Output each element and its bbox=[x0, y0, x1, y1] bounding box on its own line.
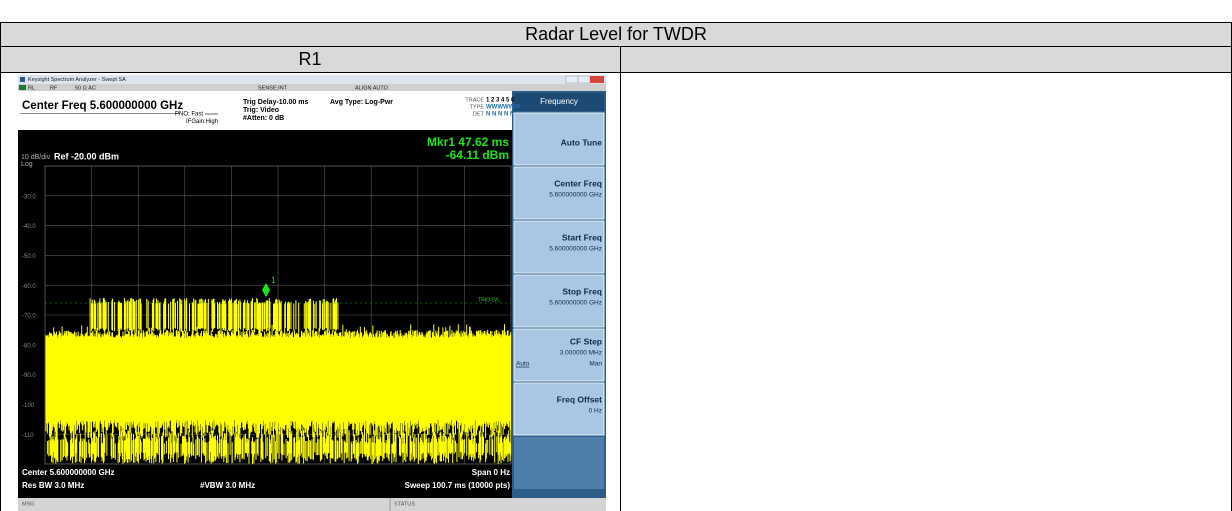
softkey-label: CF Step bbox=[570, 336, 602, 346]
softkey-label: Stop Freq bbox=[562, 286, 602, 296]
lxi-icon bbox=[19, 85, 26, 90]
softkey-value: 5.600000000 GHz bbox=[549, 300, 602, 307]
marker-readout: -64.11 dBm bbox=[446, 148, 509, 162]
trace-row-value: WWWWWW bbox=[486, 105, 520, 111]
pno: PNO: Fast bbox=[175, 112, 203, 118]
status: STATUS bbox=[394, 501, 415, 507]
softkey-label: Start Freq bbox=[562, 232, 602, 242]
y-label: -60.0 bbox=[22, 284, 36, 290]
trace-row-label: DET bbox=[473, 111, 485, 117]
empty-cell bbox=[620, 72, 1232, 511]
softkey-option: Auto bbox=[516, 361, 530, 368]
footer-span: Span 0 Hz bbox=[472, 468, 510, 477]
status-line bbox=[18, 84, 606, 91]
maximize-button[interactable] bbox=[577, 75, 591, 84]
label-cell bbox=[0, 46, 621, 73]
softkey-header bbox=[514, 93, 604, 111]
trace-row-value: 1 2 3 4 5 6 bbox=[486, 98, 515, 104]
marker bbox=[262, 283, 270, 297]
avg-type: Avg Type: Log-Pwr bbox=[330, 99, 393, 106]
status-item: ALIGN AUTO bbox=[355, 85, 389, 91]
softkey-value: 5.600000000 GHz bbox=[549, 246, 602, 253]
atten: #Atten: 0 dB bbox=[243, 115, 284, 122]
msg: MSG bbox=[22, 501, 35, 507]
window-title: Keysight Spectrum Analyzer - Swept SA bbox=[28, 77, 126, 83]
y-label: -110 bbox=[22, 433, 34, 439]
y-label: -40.0 bbox=[22, 224, 36, 230]
softkey[interactable] bbox=[513, 274, 605, 328]
softkey-label: Auto Tune bbox=[561, 137, 603, 147]
y-label: -90.0 bbox=[22, 373, 36, 379]
separator bbox=[20, 113, 180, 114]
close-button[interactable] bbox=[590, 76, 604, 83]
trig-delay: Trig Delay-10.00 ms bbox=[243, 99, 308, 106]
trig: Trig: Video bbox=[243, 107, 279, 114]
empty-cell bbox=[620, 46, 1232, 73]
ref-level: Ref -20.00 dBm bbox=[54, 151, 119, 161]
message-bar bbox=[18, 498, 606, 511]
softkey[interactable] bbox=[513, 220, 605, 274]
status-item: RL bbox=[28, 85, 35, 91]
footer-sweep: Sweep 100.7 ms (10000 pts) bbox=[405, 481, 511, 490]
softkey[interactable] bbox=[513, 166, 605, 220]
app-icon bbox=[20, 77, 25, 82]
trace-row-label: TYPE bbox=[470, 104, 485, 110]
softkey-title: Frequency bbox=[540, 97, 578, 106]
title-row bbox=[0, 22, 1232, 47]
trace-row-value: N N N N N N bbox=[486, 112, 520, 118]
status-item: SENSE:INT bbox=[258, 85, 288, 91]
y-label: -80.0 bbox=[22, 343, 36, 349]
status-item: RF bbox=[50, 85, 58, 91]
softkey-value: 3.000000 MHz bbox=[560, 350, 602, 357]
trig-level: TRIG LVL bbox=[478, 297, 500, 303]
footer-rbw: Res BW 3.0 MHz bbox=[22, 481, 84, 490]
y-label: -30.0 bbox=[22, 194, 36, 200]
footer-vbw: #VBW 3.0 MHz bbox=[200, 481, 255, 490]
marker-readout: Mkr1 47.62 ms bbox=[427, 135, 509, 149]
softkey-value: 5.600000000 GHz bbox=[549, 192, 602, 199]
trace bbox=[45, 298, 512, 464]
y-label: -70.0 bbox=[22, 314, 36, 320]
softkey[interactable] bbox=[513, 112, 605, 166]
window-title-bar bbox=[18, 75, 606, 84]
marker-label: 1 bbox=[271, 276, 276, 285]
softkey-label: Center Freq bbox=[554, 178, 602, 188]
softkey-value: 0 Hz bbox=[589, 408, 602, 415]
row-label: R1 bbox=[298, 49, 321, 69]
settings-panel bbox=[18, 91, 512, 130]
scale: 10 dB/div bbox=[21, 154, 51, 161]
trace-row-label: TRACE bbox=[465, 97, 484, 103]
y-label: -100 bbox=[22, 403, 35, 409]
footer-center: Center 5.600000000 GHz bbox=[22, 468, 115, 477]
y-label: -50.0 bbox=[22, 254, 36, 260]
softkey-label: Freq Offset bbox=[557, 394, 603, 404]
table-title: Radar Level for TWDR bbox=[525, 24, 707, 44]
softkey[interactable] bbox=[513, 328, 605, 382]
softkey[interactable] bbox=[513, 382, 605, 436]
softkey-option: Man bbox=[589, 361, 602, 368]
status-item: 50 Ω AC bbox=[75, 85, 96, 91]
if-gain: IFGain:High bbox=[186, 119, 218, 125]
minimize-button[interactable] bbox=[565, 75, 579, 84]
softkey-blank bbox=[514, 437, 604, 489]
scale-type: Log bbox=[21, 161, 33, 168]
center-freq: Center Freq 5.600000000 GHz bbox=[22, 100, 183, 112]
